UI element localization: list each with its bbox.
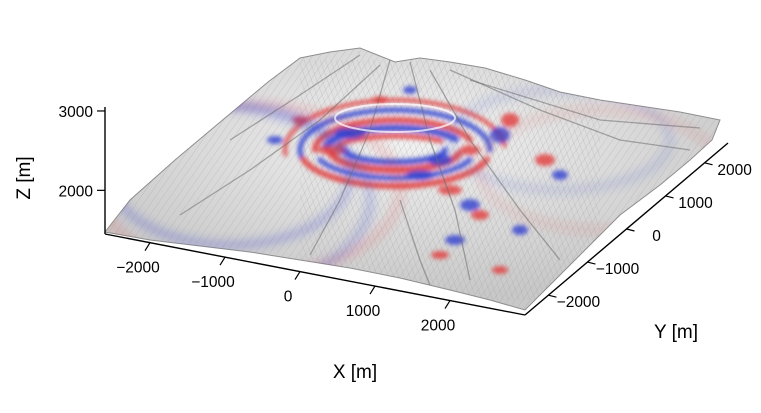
x-tick-label: −2000 xyxy=(116,260,160,277)
y-tick xyxy=(704,162,713,166)
y-tick xyxy=(665,195,674,199)
y-axis-title: Y [m] xyxy=(654,322,698,343)
ridge-line xyxy=(449,69,691,151)
wave-blob xyxy=(492,266,508,274)
x-tick xyxy=(219,256,226,266)
wave-blob xyxy=(535,154,555,166)
z-axis-title: Z [m] xyxy=(14,156,35,199)
wave-blob xyxy=(403,86,417,94)
ridge-line xyxy=(409,61,471,281)
z-tick-label: 3000 xyxy=(59,104,94,121)
wave-blob xyxy=(431,251,449,259)
y-tick-label: −2000 xyxy=(557,294,601,311)
y-tick-label: −1000 xyxy=(596,261,640,278)
x-axis-title: X [m] xyxy=(333,362,377,383)
x-tick xyxy=(444,300,451,309)
wave-blob xyxy=(460,199,480,211)
ridge-line xyxy=(469,79,701,129)
ridge-line xyxy=(429,69,561,261)
y-tick xyxy=(548,294,557,298)
terrain-ridges xyxy=(179,54,701,286)
wave-blob xyxy=(471,210,489,220)
x-axis-line xyxy=(104,233,526,316)
y-tick xyxy=(626,228,635,232)
y-tick xyxy=(587,261,596,265)
wave-blob xyxy=(552,170,568,180)
wave-blob xyxy=(406,170,434,180)
wave-band xyxy=(297,107,493,160)
wave-band-faint xyxy=(475,105,720,235)
crater-rim xyxy=(334,103,456,133)
ridge-line xyxy=(399,199,431,286)
wave-blob xyxy=(428,154,452,166)
wave-blob xyxy=(512,225,528,235)
wave-blob xyxy=(438,185,462,195)
x-tick-label: −1000 xyxy=(191,274,235,291)
ridge-line xyxy=(229,54,361,141)
x-tick xyxy=(369,285,376,295)
wave-band xyxy=(336,133,444,148)
x-tick-label: 2000 xyxy=(421,318,456,335)
x-tick xyxy=(294,271,301,280)
x-tick-label: 1000 xyxy=(346,303,381,320)
x-tick-label: 0 xyxy=(284,289,293,306)
y-tick-label: 0 xyxy=(652,228,661,245)
wave-blob xyxy=(372,96,388,104)
wave-blob xyxy=(445,235,465,245)
z-tick-label: 2000 xyxy=(59,183,94,200)
axes: −2000−1000010002000−2000−100001000200020… xyxy=(59,104,753,335)
y-tick-label: 1000 xyxy=(678,195,713,212)
x-tick xyxy=(144,242,151,251)
wavefield-overlay xyxy=(267,86,568,274)
y-tick-label: 2000 xyxy=(717,162,752,179)
wave-blob xyxy=(267,136,283,144)
ridge-line xyxy=(309,59,391,256)
ridge-line xyxy=(179,64,381,216)
